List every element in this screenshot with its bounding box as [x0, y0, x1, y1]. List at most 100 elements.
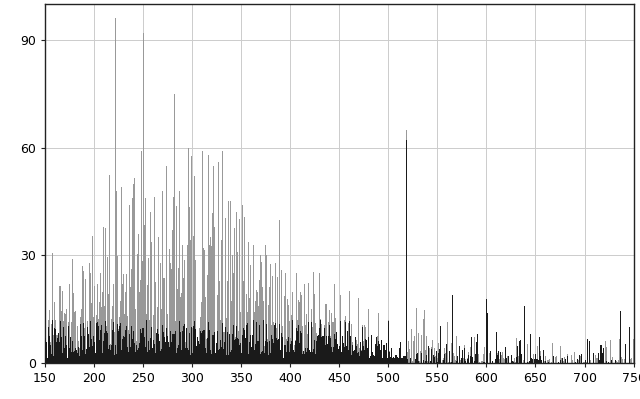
- Bar: [404, 356, 406, 363]
- Bar: [451, 361, 452, 363]
- Bar: [222, 323, 223, 363]
- Bar: [176, 206, 177, 363]
- Bar: [72, 341, 73, 363]
- Bar: [104, 306, 105, 363]
- Bar: [117, 324, 118, 363]
- Bar: [376, 337, 377, 363]
- Bar: [282, 326, 283, 363]
- Bar: [331, 347, 332, 363]
- Bar: [127, 348, 128, 363]
- Bar: [152, 348, 153, 363]
- Bar: [386, 343, 387, 363]
- Bar: [164, 279, 165, 363]
- Bar: [128, 330, 129, 363]
- Bar: [495, 362, 496, 363]
- Bar: [84, 279, 86, 363]
- Bar: [584, 362, 585, 363]
- Bar: [393, 357, 394, 363]
- Bar: [145, 198, 147, 363]
- Bar: [364, 325, 365, 363]
- Bar: [108, 294, 109, 363]
- Bar: [371, 335, 372, 363]
- Bar: [364, 350, 365, 363]
- Bar: [171, 269, 172, 363]
- Bar: [366, 340, 367, 363]
- Bar: [92, 346, 93, 363]
- Bar: [66, 346, 67, 363]
- Bar: [513, 362, 515, 363]
- Bar: [227, 332, 228, 363]
- Bar: [395, 355, 396, 363]
- Bar: [97, 284, 99, 363]
- Bar: [327, 344, 328, 363]
- Bar: [106, 331, 107, 363]
- Bar: [504, 347, 506, 363]
- Bar: [300, 331, 301, 363]
- Bar: [186, 328, 187, 363]
- Bar: [138, 336, 140, 363]
- Bar: [94, 342, 95, 363]
- Bar: [547, 359, 548, 363]
- Bar: [228, 201, 229, 363]
- Bar: [115, 345, 116, 363]
- Bar: [323, 336, 324, 363]
- Bar: [500, 355, 502, 363]
- Bar: [158, 237, 159, 363]
- Bar: [158, 334, 159, 363]
- Bar: [134, 352, 136, 363]
- Bar: [368, 309, 369, 363]
- Bar: [518, 356, 519, 363]
- Bar: [607, 362, 609, 363]
- Bar: [470, 347, 471, 363]
- Bar: [228, 356, 229, 363]
- Bar: [278, 339, 279, 363]
- Bar: [517, 358, 518, 363]
- Bar: [479, 362, 480, 363]
- Bar: [483, 362, 484, 363]
- Bar: [239, 343, 241, 363]
- Bar: [387, 358, 388, 363]
- Bar: [234, 340, 235, 363]
- Bar: [259, 280, 260, 363]
- Bar: [421, 354, 422, 363]
- Bar: [124, 314, 125, 363]
- Bar: [225, 218, 226, 363]
- Bar: [406, 140, 408, 363]
- Bar: [596, 358, 597, 363]
- Bar: [611, 359, 612, 363]
- Bar: [95, 353, 97, 363]
- Bar: [495, 359, 496, 363]
- Bar: [221, 240, 222, 363]
- Bar: [372, 352, 373, 363]
- Bar: [433, 355, 434, 363]
- Bar: [244, 249, 246, 363]
- Bar: [317, 336, 318, 363]
- Bar: [490, 358, 491, 363]
- Bar: [112, 330, 113, 363]
- Bar: [122, 284, 123, 363]
- Bar: [99, 340, 100, 363]
- Bar: [425, 350, 426, 363]
- Bar: [236, 326, 237, 363]
- Bar: [109, 346, 110, 363]
- Bar: [145, 347, 147, 363]
- Bar: [216, 343, 217, 363]
- Bar: [527, 344, 528, 363]
- Bar: [454, 361, 456, 363]
- Bar: [287, 342, 288, 363]
- Bar: [278, 339, 279, 363]
- Bar: [410, 358, 412, 363]
- Bar: [517, 346, 518, 363]
- Bar: [83, 271, 84, 363]
- Bar: [456, 361, 458, 363]
- Bar: [138, 254, 140, 363]
- Bar: [515, 362, 516, 363]
- Bar: [332, 322, 333, 363]
- Bar: [425, 361, 426, 363]
- Bar: [403, 356, 404, 363]
- Bar: [117, 256, 118, 363]
- Bar: [381, 340, 382, 363]
- Bar: [253, 245, 254, 363]
- Bar: [319, 273, 320, 363]
- Bar: [261, 262, 262, 363]
